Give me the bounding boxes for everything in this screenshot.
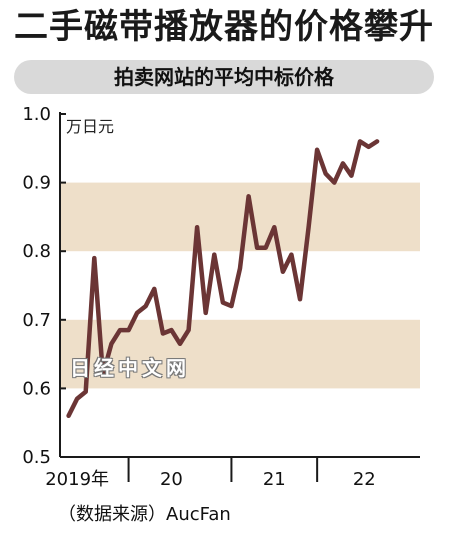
y-tick-label: 1.0 [22,104,51,125]
chart-title: 二手磁带播放器的价格攀升 [14,7,434,47]
x-tick-label: 22 [353,469,376,490]
series-line-0 [66,139,380,419]
y-tick-label: 0.8 [22,241,51,262]
y-tick-label: 0.9 [22,173,51,194]
x-tick-label: 21 [263,469,286,490]
band-1 [60,182,420,252]
chart-subtitle: 拍卖网站的平均中标价格 [114,65,334,89]
x-tick-label: 2019年 [45,469,109,490]
source-note: （数据来源）AucFan [58,504,231,525]
y-axis-unit: 万日元 [66,117,115,136]
x-tick-label: 20 [160,469,183,490]
y-tick-label: 0.7 [22,310,51,331]
subtitle-pill: 拍卖网站的平均中标价格 [14,60,434,94]
y-tick-label: 0.5 [22,447,51,468]
watermark-text: 日经中文网 [70,356,190,380]
y-tick-label: 0.6 [22,378,51,399]
